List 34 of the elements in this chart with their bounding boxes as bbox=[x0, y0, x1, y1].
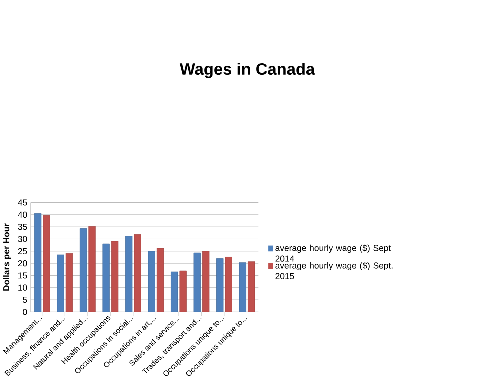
bar bbox=[202, 251, 210, 312]
bar bbox=[171, 272, 178, 312]
y-tick-label: 35 bbox=[18, 224, 28, 230]
bar bbox=[34, 214, 42, 312]
bar bbox=[216, 258, 224, 312]
bar bbox=[225, 257, 232, 312]
bar bbox=[102, 244, 110, 312]
y-tick-label: 5 bbox=[23, 297, 28, 304]
bar bbox=[66, 253, 74, 312]
y-tick-label: 30 bbox=[18, 236, 28, 242]
bar bbox=[194, 252, 201, 312]
bar bbox=[248, 262, 256, 312]
bar bbox=[180, 270, 187, 312]
y-tick-label: 40 bbox=[18, 212, 28, 218]
chart-title: Wages in Canada bbox=[180, 63, 316, 78]
bar bbox=[111, 241, 119, 312]
bar bbox=[148, 251, 156, 312]
legend-label: average hourly wage ($) Sept. 2015 bbox=[276, 262, 393, 280]
bar bbox=[134, 234, 142, 312]
bar bbox=[156, 248, 164, 312]
bar bbox=[80, 228, 88, 312]
bar bbox=[239, 262, 246, 312]
y-axis-title: Dollars per Hour bbox=[3, 224, 12, 291]
bar bbox=[43, 215, 50, 312]
y-tick-label: 0 bbox=[23, 309, 28, 316]
bar bbox=[57, 254, 64, 312]
y-tick-label: 15 bbox=[18, 272, 28, 279]
y-tick-label: 25 bbox=[18, 248, 28, 255]
bar bbox=[126, 236, 133, 312]
y-tick-label: 10 bbox=[18, 284, 28, 291]
y-tick-label: 45 bbox=[18, 200, 28, 206]
legend-label: average hourly wage ($) Sept 2014 bbox=[276, 244, 392, 262]
y-tick-label: 20 bbox=[18, 260, 28, 267]
bar bbox=[88, 226, 96, 312]
